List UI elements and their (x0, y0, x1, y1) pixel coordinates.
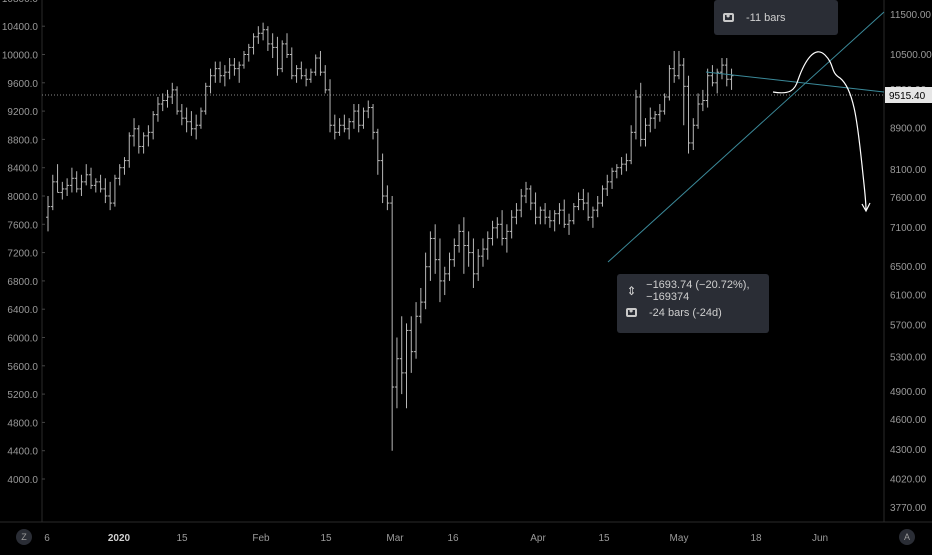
left-axis-tick-label: 10400.0 (2, 22, 39, 33)
bars-count-tooltip: -11 bars (714, 0, 838, 35)
auto-scale-button[interactable]: A (899, 529, 915, 545)
left-axis-tick-label: 6800.0 (7, 277, 38, 288)
bars-count-text: -11 bars (746, 11, 786, 24)
x-axis-tick-label: Apr (530, 533, 546, 544)
left-axis-tick-label: 4400.0 (7, 447, 38, 458)
right-axis-tick-label: 10500.00 (890, 50, 932, 61)
date-range-icon (722, 9, 738, 24)
x-axis-tick-label: 18 (750, 533, 762, 544)
projection-drawing[interactable] (772, 51, 867, 211)
right-axis-tick-label: 5700.00 (890, 320, 927, 331)
right-axis-tick-label: 7100.00 (890, 223, 927, 234)
right-axis-tick-label: 5300.00 (890, 352, 927, 363)
left-axis-tick-label: 5600.0 (7, 362, 38, 373)
right-axis-tick-label: 7600.00 (890, 193, 927, 204)
right-axis-tick-label: 3770.00 (890, 503, 927, 514)
left-axis-tick-label: 8000.0 (7, 192, 38, 203)
left-axis-tick-label: 8800.0 (7, 135, 38, 146)
left-axis-tick-label: 5200.0 (7, 390, 38, 401)
x-axis-tick-label: Jun (812, 533, 828, 544)
left-axis-tick-label: 7200.0 (7, 249, 38, 260)
x-axis-tick-label: 15 (176, 533, 188, 544)
x-axis-tick-label: 16 (447, 533, 459, 544)
left-axis-tick-label: 4800.0 (7, 418, 38, 429)
current-price-label: 9515.40 (889, 91, 926, 102)
x-axis-tick-label: 15 (598, 533, 610, 544)
left-axis-tick-label: 9600.0 (7, 79, 38, 90)
x-axis-tick-label: Feb (252, 533, 270, 544)
left-axis-tick-label: 6400.0 (7, 305, 38, 316)
descending-trendline[interactable] (705, 71, 885, 93)
left-axis-tick-label: 6000.0 (7, 334, 38, 345)
x-axis-tick-label: 15 (320, 533, 332, 544)
left-axis-tick-label: 10800.0 (2, 0, 39, 5)
measure-tooltip: ⇕ −1693.74 (−20.72%), −169374 -24 bars (… (617, 274, 769, 333)
left-axis-tick-label: 4000.0 (7, 475, 38, 486)
right-axis-tick-label: 8100.00 (890, 165, 927, 176)
right-axis-tick-label: 4300.00 (890, 445, 927, 456)
right-axis-tick-label: 8900.00 (890, 123, 927, 134)
right-axis-tick-label: 11500.00 (890, 10, 931, 21)
left-axis-tick-label: 9200.0 (7, 107, 38, 118)
timezone-button[interactable]: Z (16, 529, 32, 545)
current-price-tag (885, 87, 932, 103)
right-axis-tick-label: 6500.00 (890, 262, 927, 273)
x-axis-tick-label: 6 (44, 533, 50, 544)
bar-range-text: -24 bars (-24d) (649, 307, 722, 319)
x-axis-tick-label: May (670, 533, 689, 544)
left-axis-tick-label: 7600.0 (7, 220, 38, 231)
right-axis-tick-label: 4600.00 (890, 415, 927, 426)
ascending-trendline[interactable] (607, 11, 885, 263)
left-axis-tick-label: 10000.0 (2, 51, 39, 62)
date-range-icon (625, 304, 641, 319)
price-range-icon: ⇕ (626, 284, 637, 298)
projection-arrowhead (861, 202, 871, 213)
right-axis-tick-label: 4900.00 (890, 387, 927, 398)
x-axis-tick-label: Mar (386, 533, 404, 544)
right-axis-tick-label: 6100.00 (890, 290, 927, 301)
price-range-text: −1693.74 (−20.72%), −169374 (646, 279, 750, 303)
x-axis-tick-label: 2020 (108, 533, 131, 544)
right-axis-tick-label: 4020.00 (890, 475, 927, 486)
left-axis-tick-label: 8400.0 (7, 164, 38, 175)
